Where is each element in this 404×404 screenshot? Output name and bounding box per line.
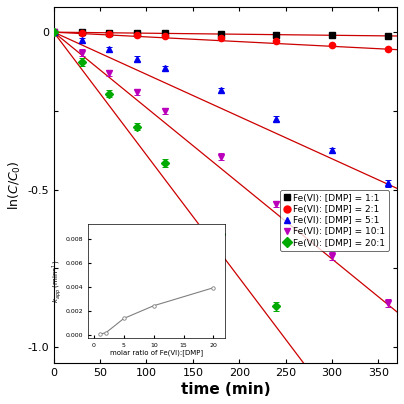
Legend: Fe(VI): [DMP] = 1:1, Fe(VI): [DMP] = 2:1, Fe(VI): [DMP] = 5:1, Fe(VI): [DMP] = 1: Fe(VI): [DMP] = 1:1, Fe(VI): [DMP] = 2:1… <box>280 190 389 251</box>
Y-axis label: $\ln(C/C_0)$: $\ln(C/C_0)$ <box>7 160 23 210</box>
X-axis label: time (min): time (min) <box>181 382 270 397</box>
